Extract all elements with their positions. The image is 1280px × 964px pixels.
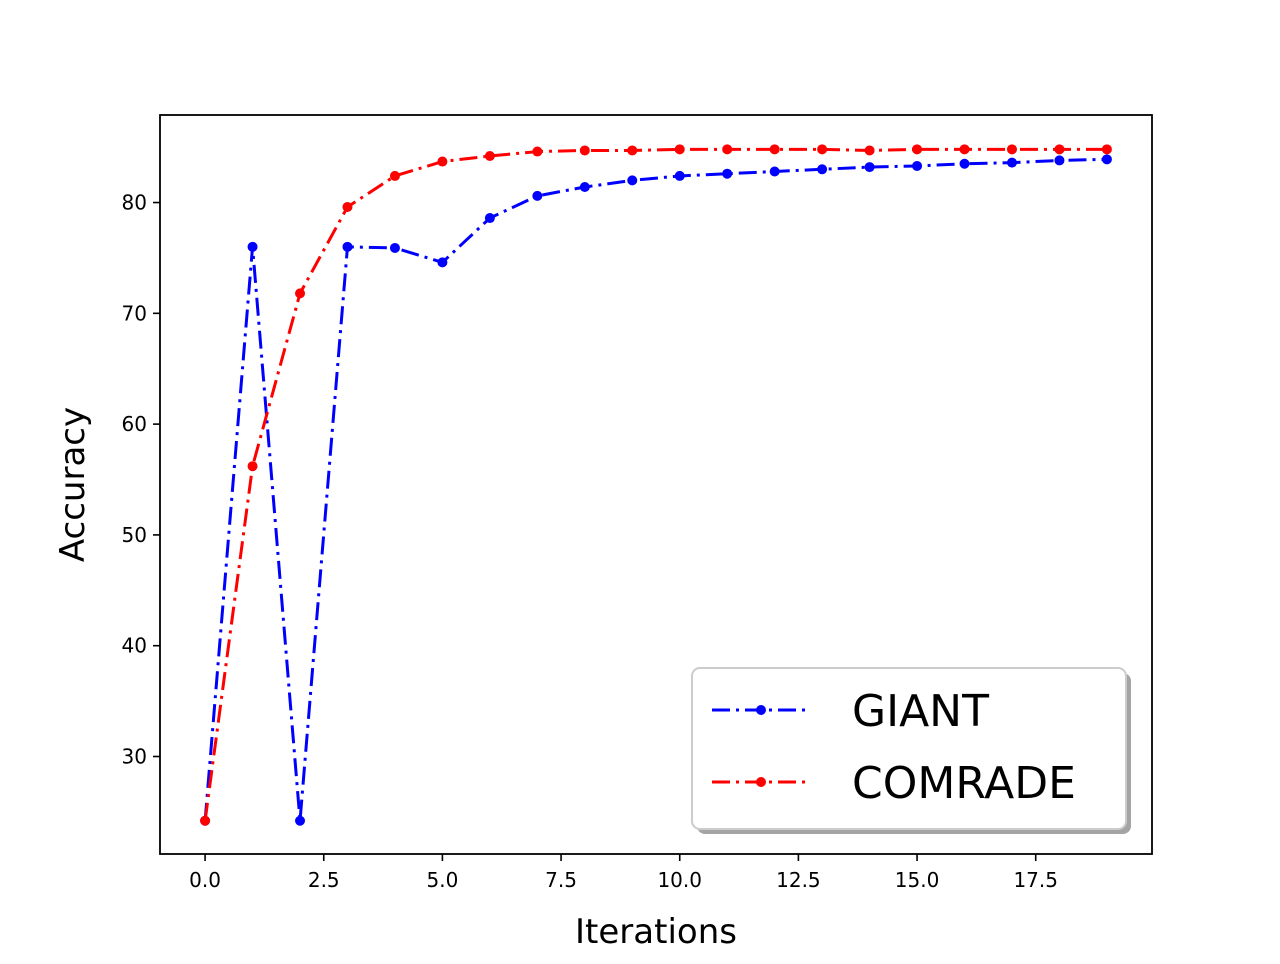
x-tick-label: 0.0 bbox=[189, 868, 221, 892]
data-point-giant bbox=[579, 182, 590, 193]
data-point-comrade bbox=[532, 146, 543, 157]
legend-label-comrade: COMRADE bbox=[852, 758, 1076, 809]
data-point-comrade bbox=[627, 145, 638, 156]
x-axis-ticks: 0.0 2.5 5.0 7.5 10.0 12.5 15.0 17.5 bbox=[189, 854, 1058, 892]
data-point-giant bbox=[532, 190, 543, 201]
data-point-comrade bbox=[864, 145, 875, 156]
legend-marker-comrade bbox=[756, 777, 766, 787]
data-point-giant bbox=[437, 257, 448, 268]
y-axis-ticks: 30 40 50 60 70 80 bbox=[122, 191, 160, 769]
data-point-giant bbox=[864, 162, 875, 173]
x-tick-label: 5.0 bbox=[427, 868, 459, 892]
data-point-giant bbox=[769, 166, 780, 177]
data-point-comrade bbox=[959, 144, 970, 155]
series-line-giant bbox=[203, 157, 1107, 823]
data-point-giant bbox=[817, 164, 828, 175]
legend: GIANT COMRADE bbox=[691, 667, 1131, 834]
data-point-comrade bbox=[484, 150, 495, 161]
series-line-comrade bbox=[203, 147, 1107, 821]
x-tick-label: 7.5 bbox=[545, 868, 577, 892]
data-point-comrade bbox=[1006, 144, 1017, 155]
data-point-giant bbox=[1054, 155, 1065, 166]
data-point-giant bbox=[342, 241, 353, 252]
y-tick-label: 60 bbox=[122, 412, 147, 436]
data-point-giant bbox=[674, 170, 685, 181]
y-tick-label: 50 bbox=[122, 523, 147, 547]
data-point-comrade bbox=[1054, 144, 1065, 155]
data-point-comrade bbox=[674, 144, 685, 155]
data-point-comrade bbox=[342, 201, 353, 212]
x-tick-label: 10.0 bbox=[657, 868, 702, 892]
x-axis-label: Iterations bbox=[575, 912, 737, 952]
y-tick-label: 40 bbox=[122, 634, 147, 658]
data-point-giant bbox=[1101, 154, 1112, 165]
data-point-giant bbox=[959, 158, 970, 169]
data-point-comrade bbox=[722, 144, 733, 155]
data-point-comrade bbox=[437, 156, 448, 167]
data-point-comrade bbox=[817, 144, 828, 155]
y-tick-label: 30 bbox=[122, 745, 147, 769]
data-point-giant bbox=[295, 815, 306, 826]
data-point-giant bbox=[627, 175, 638, 186]
data-point-giant bbox=[1006, 157, 1017, 168]
y-tick-label: 80 bbox=[122, 191, 147, 215]
data-point-giant bbox=[389, 242, 400, 253]
data-point-giant bbox=[247, 241, 258, 252]
x-tick-label: 12.5 bbox=[776, 868, 821, 892]
data-point-comrade bbox=[295, 288, 306, 299]
legend-marker-giant bbox=[756, 705, 766, 715]
y-axis-label: Accuracy bbox=[53, 407, 93, 562]
data-point-giant bbox=[912, 160, 923, 171]
data-point-giant bbox=[722, 168, 733, 179]
data-point-comrade bbox=[247, 461, 258, 472]
data-point-comrade bbox=[912, 144, 923, 155]
data-point-comrade bbox=[1101, 144, 1112, 155]
x-tick-label: 2.5 bbox=[308, 868, 340, 892]
legend-box bbox=[691, 667, 1127, 830]
data-point-giant bbox=[484, 213, 495, 224]
series-group bbox=[200, 144, 1112, 826]
data-point-comrade bbox=[200, 815, 211, 826]
x-tick-label: 15.0 bbox=[895, 868, 940, 892]
y-tick-label: 70 bbox=[122, 301, 147, 325]
legend-label-giant: GIANT bbox=[852, 686, 989, 737]
data-point-comrade bbox=[579, 145, 590, 156]
data-point-comrade bbox=[769, 144, 780, 155]
x-tick-label: 17.5 bbox=[1013, 868, 1058, 892]
data-point-comrade bbox=[389, 170, 400, 181]
